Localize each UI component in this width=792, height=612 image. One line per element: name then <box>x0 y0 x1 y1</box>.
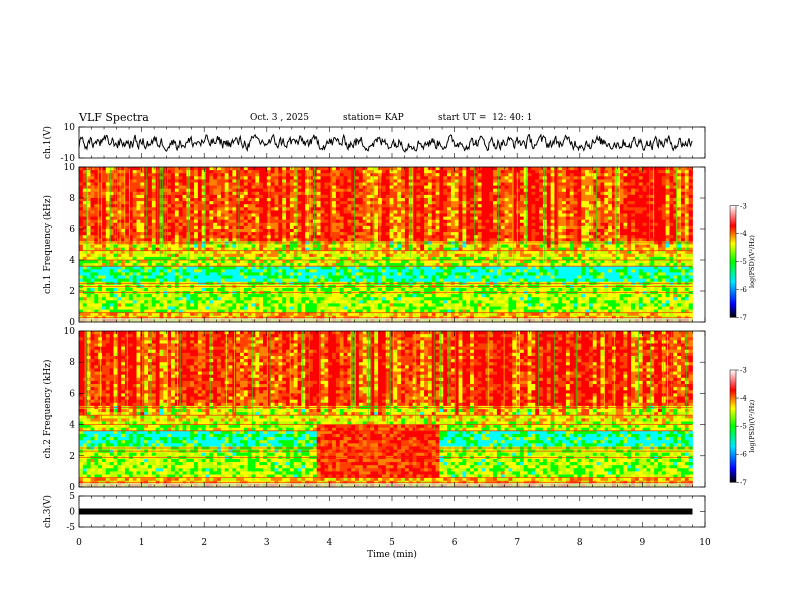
x-tick-label: 8 <box>577 538 583 548</box>
ch1-waveform-ylabel: ch.1(V) <box>42 126 53 159</box>
colorbar-tick-label: -7 <box>740 479 747 487</box>
date-label: Oct. 3 , 2025 <box>250 113 309 123</box>
colorbar-tick-label: -5 <box>740 258 747 266</box>
x-tick-label: 1 <box>139 538 145 548</box>
x-tick-label: 9 <box>640 538 646 548</box>
y-tick-label: 0 <box>69 318 75 328</box>
y-tick-label: 6 <box>69 225 75 235</box>
y-tick-label: 4 <box>69 421 75 431</box>
y-tick-label: 6 <box>69 389 75 399</box>
y-tick-label: 8 <box>69 358 75 368</box>
colorbar-label: log(PSD)(V²/Hz) <box>748 399 756 452</box>
y-tick-label: 2 <box>69 452 75 462</box>
colorbar-tick-label: -6 <box>740 286 747 294</box>
ch3-waveform-line <box>79 508 693 515</box>
y-tick-label: 10 <box>64 123 76 133</box>
colorbar-tick-label: -4 <box>740 230 747 238</box>
y-tick-label: 0 <box>69 508 75 518</box>
ch3-waveform-ylabel: ch.3(V) <box>42 495 53 528</box>
ch1-colorbar <box>729 205 737 318</box>
colorbar-label: log(PSD)(V²/Hz) <box>748 235 756 288</box>
colorbar-tick-label: -4 <box>740 395 747 403</box>
colorbar-tick-label: -3 <box>740 202 747 210</box>
x-tick-label: 4 <box>327 538 333 548</box>
station-label: station= KAP <box>343 113 404 123</box>
colorbar-tick-label: -7 <box>740 314 747 322</box>
y-tick-label: 10 <box>64 327 76 337</box>
colorbar-tick-label: -5 <box>740 423 747 431</box>
y-tick-label: -10 <box>61 154 76 164</box>
x-tick-label: 2 <box>201 538 207 548</box>
x-axis-label: Time (min) <box>367 549 417 560</box>
y-tick-label: 8 <box>69 194 75 204</box>
y-tick-label: 4 <box>69 256 75 266</box>
y-tick-label: 2 <box>69 287 75 297</box>
x-tick-label: 3 <box>264 538 270 548</box>
ch2-colorbar <box>729 369 737 483</box>
ch1-waveform-line <box>78 133 693 153</box>
x-tick-label: 0 <box>76 538 82 548</box>
chart-title: VLF Spectra <box>79 111 149 124</box>
y-tick-label: 0 <box>69 483 75 493</box>
y-tick-label: 5 <box>69 492 75 502</box>
x-tick-label: 6 <box>452 538 458 548</box>
ch2-spectrogram-ylabel: ch.2 Frequency (kHz) <box>42 360 53 459</box>
y-tick-label: -5 <box>66 523 75 533</box>
colorbar-tick-label: -6 <box>740 451 747 459</box>
x-tick-label: 10 <box>699 538 711 548</box>
x-tick-label: 5 <box>389 538 395 548</box>
ch1-spectrogram-ylabel: ch.1 Frequency (kHz) <box>42 195 53 294</box>
start-time-label: start UT = 12: 40: 1 <box>438 113 533 123</box>
y-tick-label: 10 <box>64 163 76 173</box>
x-tick-label: 7 <box>514 538 520 548</box>
colorbar-tick-label: -3 <box>740 367 747 375</box>
